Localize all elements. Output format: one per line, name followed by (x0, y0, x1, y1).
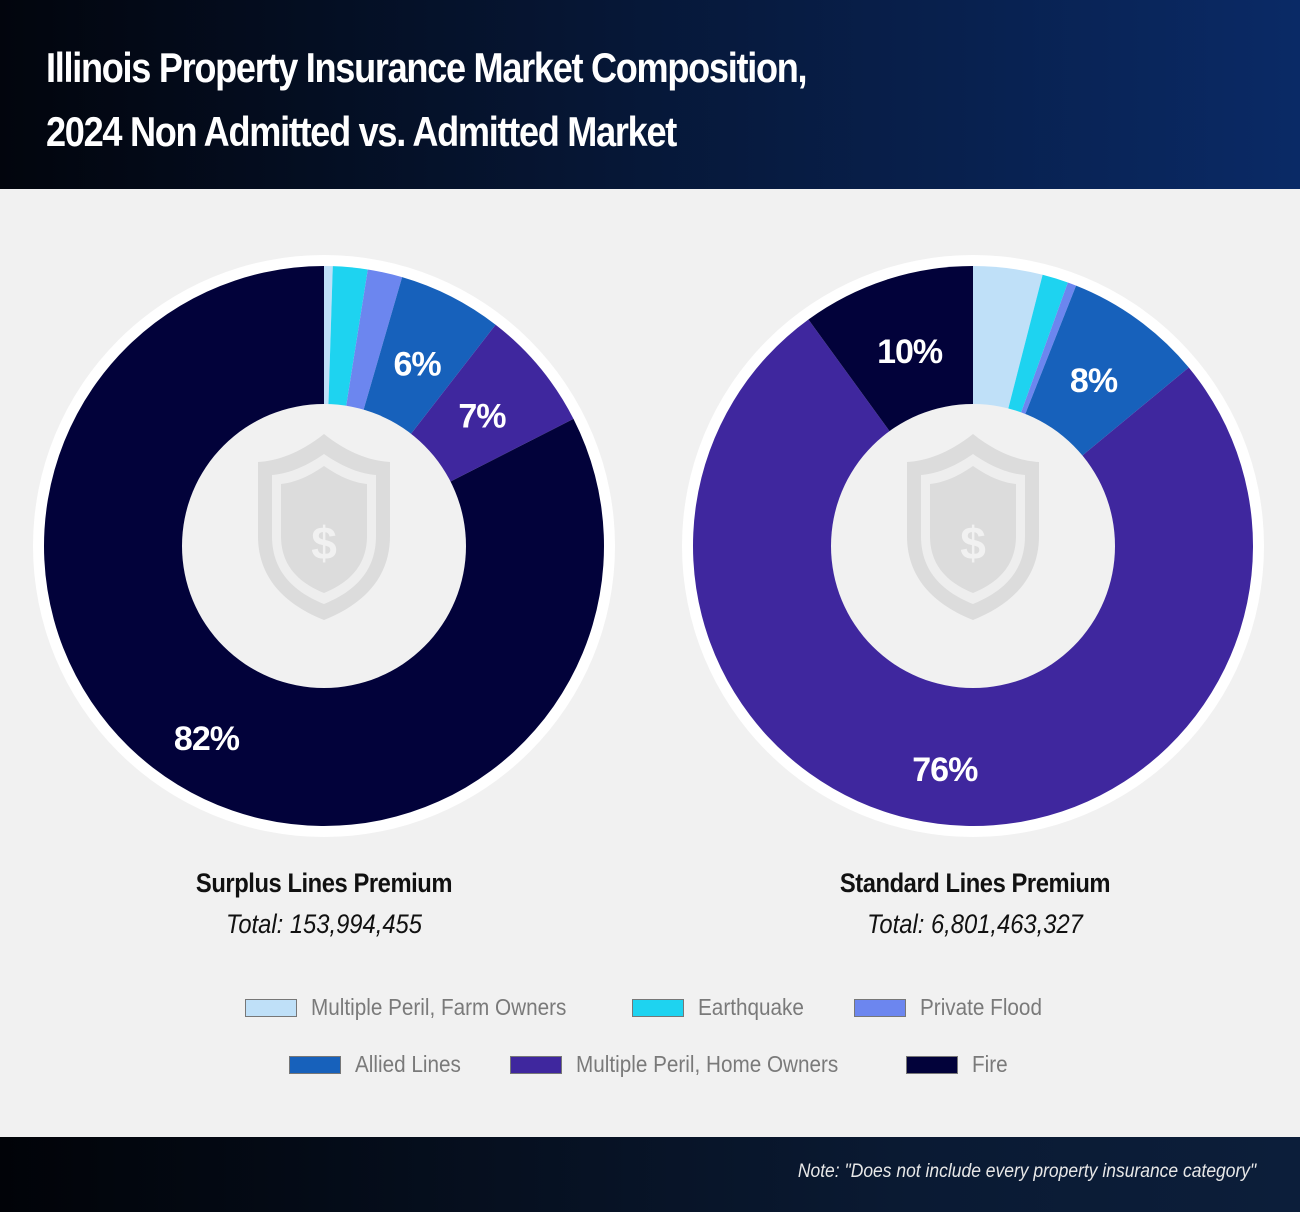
legend-label: Fire (971, 1051, 1008, 1077)
chart-title: Illinois Property Insurance Market Compo… (46, 36, 808, 164)
caption-title: Standard Lines Premium (839, 868, 1111, 898)
header-banner: Illinois Property Insurance Market Compo… (0, 0, 1300, 189)
legend-item: Multiple Peril, Home Owners (510, 1051, 867, 1078)
shield-dollar-icon: $ (258, 434, 390, 620)
charts-area: $6% 7% 82% $8% 76% 10% (0, 189, 1300, 869)
legend-swatch (853, 998, 906, 1017)
svg-text:$: $ (960, 517, 986, 569)
legend-swatch (510, 1055, 563, 1074)
legend-label: Earthquake (698, 994, 805, 1020)
caption-total: Total: 6,801,463,327 (867, 909, 1083, 939)
footer-note: Note: "Does not include every property i… (797, 1161, 1256, 1182)
legend-swatch (288, 1055, 341, 1074)
legend-label: Allied Lines (354, 1051, 461, 1077)
legend-item: Fire (905, 1051, 1012, 1078)
data-label: 82% (174, 720, 240, 758)
title-line-1: Illinois Property Insurance Market Compo… (46, 44, 808, 91)
data-label: 8% (1070, 362, 1118, 400)
legend-label: Multiple Peril, Home Owners (576, 1051, 839, 1077)
donut-chart-1: $8% 76% 10% (682, 255, 1264, 837)
legend-swatch (244, 998, 297, 1017)
donut-charts: $6% 7% 82% $8% 76% 10% (33, 255, 1264, 837)
legend-swatch (632, 998, 685, 1017)
title-line-2: 2024 Non Admitted vs. Admitted Market (46, 108, 677, 155)
data-label: 7% (458, 397, 506, 435)
data-label: 76% (912, 751, 978, 789)
legend-item: Multiple Peril, Farm Owners (244, 994, 595, 1021)
data-label: 10% (877, 333, 943, 371)
caption-total: Total: 153,994,455 (226, 909, 422, 939)
legend-item: Allied Lines (288, 1051, 473, 1078)
legend-swatch (905, 1055, 958, 1074)
caption-surplus: Surplus Lines Premium Total: 153,994,455 (74, 868, 574, 940)
legend-label: Private Flood (919, 994, 1042, 1020)
svg-text:$: $ (311, 517, 337, 569)
legend-row-1: Multiple Peril, Farm Owners Earthquake Pri… (0, 994, 1300, 1021)
legend-item: Private Flood (853, 994, 1056, 1021)
legend-row-2: Allied Lines Multiple Peril, Home Owners F… (0, 1051, 1300, 1078)
legend-label: Multiple Peril, Farm Owners (310, 994, 566, 1020)
donut-chart-0: $6% 7% 82% (33, 255, 615, 837)
caption-title: Surplus Lines Premium (195, 868, 453, 898)
shield-dollar-icon: $ (907, 434, 1039, 620)
legend-item: Earthquake (632, 994, 816, 1021)
data-label: 6% (393, 345, 441, 383)
caption-standard: Standard Lines Premium Total: 6,801,463,… (725, 868, 1225, 940)
footer-banner: Note: "Does not include every property i… (0, 1137, 1300, 1212)
